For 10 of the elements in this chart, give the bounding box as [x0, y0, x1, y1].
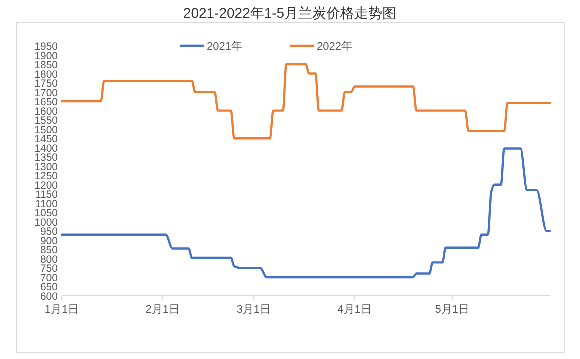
y-tick-label: 1900 — [34, 50, 58, 62]
title: 2021-2022年1-5月兰炭价格走势图 — [183, 5, 397, 21]
x-tick-label: 3月1日 — [236, 304, 272, 316]
x-tick-label: 2月1日 — [146, 304, 180, 316]
x-tick-label: 5月1日 — [435, 304, 470, 316]
y-tick-label: 1950 — [34, 41, 58, 53]
y-tick-label: 600 — [40, 291, 58, 303]
x-tick-label: 4月1日 — [338, 304, 372, 316]
y-tick-label: 650 — [40, 282, 58, 294]
x-tick-label: 1月1日 — [44, 304, 80, 316]
